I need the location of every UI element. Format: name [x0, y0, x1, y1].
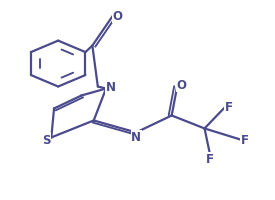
Text: O: O [177, 79, 186, 92]
Text: O: O [113, 10, 123, 23]
Text: N: N [131, 131, 141, 144]
Text: F: F [206, 153, 214, 165]
Text: F: F [241, 133, 249, 146]
Text: N: N [105, 81, 116, 94]
Text: S: S [42, 133, 51, 146]
Text: F: F [225, 101, 233, 114]
